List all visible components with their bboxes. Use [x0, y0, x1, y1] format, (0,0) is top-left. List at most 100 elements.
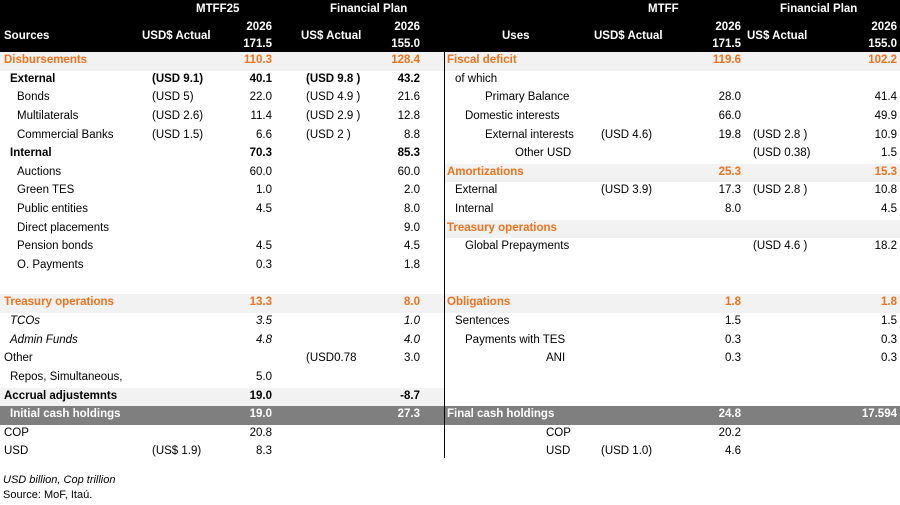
row-value-1: 25.3 [718, 165, 741, 178]
table-row: Admin Funds 4.8 4.0 [0, 332, 444, 351]
row-label: Internal [10, 147, 52, 160]
table-row: Direct placements 9.0 [0, 220, 444, 239]
table-row: Bonds (USD 5) 22.0 (USD 4.9 ) 21.6 [0, 89, 444, 108]
row-label: Admin Funds [10, 333, 78, 346]
table-row: Accrual adjustemnts 19.0 -8.7 [0, 387, 444, 407]
header-col-actual-2: US$ Actual [747, 30, 808, 42]
row-label: Commercial Banks [17, 128, 114, 141]
header-col-total-2: 155.0 [391, 38, 420, 50]
row-label: Bonds [17, 91, 50, 104]
row-label: Sentences [455, 314, 510, 327]
table-row: Primary Balance 28.0 41.4 [445, 89, 900, 108]
row-label: USD [546, 445, 571, 458]
row-actual-1: (USD 4.6) [601, 128, 653, 141]
row-value-1: 8.0 [725, 203, 741, 216]
row-label: Primary Balance [485, 91, 570, 104]
row-label: Global Prepayments [465, 240, 570, 253]
table-row: Other (USD0.78 3.0 [0, 350, 444, 369]
row-label: Treasury operations [447, 221, 557, 234]
row-value-2: 0.3 [881, 352, 897, 365]
row-actual-2: (USD 4.6 ) [753, 240, 808, 253]
row-value-1: 20.2 [718, 426, 741, 439]
row-actual-2: (USD 0.38) [753, 147, 811, 160]
sources-table: MTFF25 Financial Plan Sources USD$ Actua… [0, 0, 444, 462]
row-value-1: 1.5 [725, 314, 741, 327]
row-label: Internal [455, 203, 494, 216]
header-col-year-1: 2026 [715, 21, 741, 33]
row-value-1: 5.0 [256, 370, 272, 383]
table-row: Global Prepayments (USD 4.6 ) 18.2 [445, 238, 900, 257]
row-value-1: 19.0 [249, 408, 272, 421]
header-group-financial-plan: Financial Plan [330, 3, 408, 15]
uses-rows: Fiscal deficit 119.6 102.2 of which Primary … [445, 52, 900, 462]
table-row: USD (US$ 1.9) 8.3 [0, 443, 444, 462]
table-row [445, 276, 900, 295]
table-row: Other USD (USD 0.38) 1.5 [445, 145, 900, 164]
header-label-uses: Uses [502, 30, 530, 42]
uses-header: MTFF Financial Plan Uses USD$ Actual 202… [445, 0, 900, 52]
row-label: Direct placements [17, 221, 110, 234]
row-value-2: 49.9 [874, 109, 897, 122]
table-row: Auctions 60.0 60.0 [0, 164, 444, 183]
row-value-2: 8.0 [404, 203, 420, 216]
row-value-1: 17.3 [718, 184, 741, 197]
row-value-1: 70.3 [249, 147, 272, 160]
row-value-2: 10.9 [874, 128, 897, 141]
row-value-1: 19.0 [249, 389, 272, 402]
table-row: Commercial Banks (USD 1.5) 6.6 (USD 2 ) 8.8 [0, 127, 444, 146]
header-group-financial-plan: Financial Plan [780, 3, 858, 15]
row-label: Other USD [515, 147, 572, 160]
row-value-1: 1.0 [256, 184, 272, 197]
table-row: TCOs 3.5 1.0 [0, 313, 444, 332]
row-label: Amortizations [447, 165, 524, 178]
row-label: Domestic interests [465, 109, 560, 122]
row-value-2: 1.8 [404, 259, 420, 272]
row-label: ANI [546, 352, 566, 365]
row-actual-1: (USD 9.1) [152, 72, 204, 85]
header-group-mtff25: MTFF25 [196, 3, 240, 15]
row-actual-2: (USD 2.8 ) [753, 128, 808, 141]
table-row [0, 276, 444, 295]
row-label: Treasury operations [4, 296, 114, 309]
row-value-2: 4.5 [881, 203, 897, 216]
row-actual-2: (USD 2.9 ) [306, 109, 361, 122]
table-row: Obligations 1.8 1.8 [445, 294, 900, 313]
table-row [445, 257, 900, 276]
table-row: ANI 0.3 0.3 [445, 350, 900, 369]
table-row: COP 20.8 [0, 425, 444, 444]
table-row: External interests (USD 4.6) 19.8 (USD 2.8 … [445, 127, 900, 146]
row-value-1: 40.1 [249, 72, 272, 85]
table-row: Pension bonds 4.5 4.5 [0, 238, 444, 257]
table-row: Final cash holdings 24.8 17.594 [445, 406, 900, 425]
row-actual-2: (USD 9.8 ) [306, 72, 361, 85]
table-row: Initial cash holdings 19.0 27.3 [0, 406, 444, 425]
table-row: USD (USD 1.0) 4.6 [445, 443, 900, 462]
row-value-2: 18.2 [874, 240, 897, 253]
row-value-2: 4.5 [404, 240, 420, 253]
row-value-1: 60.0 [249, 165, 272, 178]
row-label: Disbursements [4, 54, 88, 66]
row-actual-1: (USD 3.9) [601, 184, 653, 197]
row-value-1: 6.6 [256, 128, 272, 141]
source-note: Source: MoF, Itaú. [3, 489, 93, 501]
table-divider [444, 0, 445, 458]
table-row: External (USD 9.1) 40.1 (USD 9.8 ) 43.2 [0, 71, 444, 90]
row-value-2: 1.5 [881, 314, 897, 327]
row-value-1: 20.8 [249, 426, 272, 439]
row-value-2: 27.3 [397, 408, 420, 421]
row-actual-1: (USD 1.0) [601, 445, 653, 458]
row-value-1: 4.6 [725, 445, 741, 458]
table-row: Sentences 1.5 1.5 [445, 313, 900, 332]
header-col-total-1: 171.5 [243, 38, 272, 50]
row-value-2: 1.0 [404, 314, 420, 327]
table-row: Disbursements 110.3 128.4 [0, 52, 444, 71]
row-value-2: 8.0 [404, 296, 420, 309]
table-row: of which [445, 71, 900, 90]
row-value-2: 17.594 [861, 408, 897, 421]
row-value-1: 110.3 [243, 54, 272, 66]
row-value-2: 128.4 [391, 54, 420, 66]
row-value-2: 2.0 [404, 184, 420, 197]
row-value-2: 9.0 [404, 221, 420, 234]
row-value-2: 43.2 [397, 72, 420, 85]
row-value-1: 4.8 [256, 333, 272, 346]
